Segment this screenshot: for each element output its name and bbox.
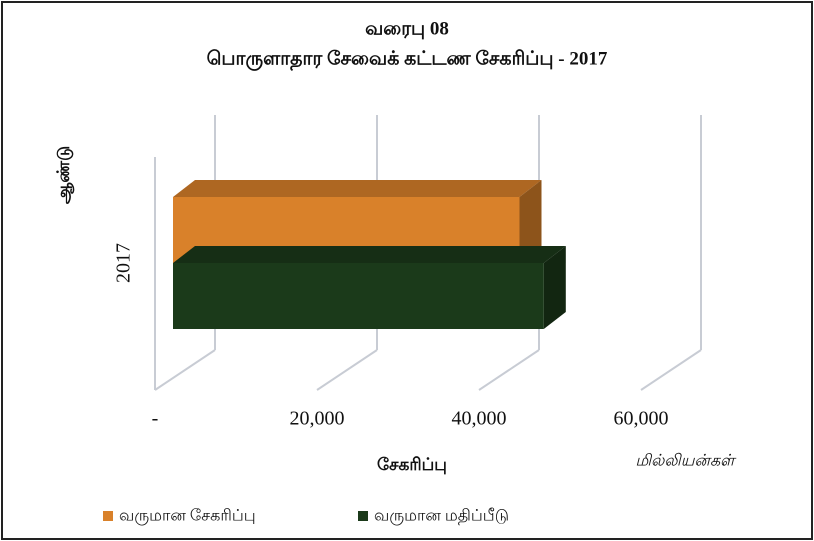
legend-label: வருமான மதிப்பீடு	[374, 508, 509, 526]
legend-swatch	[103, 511, 113, 521]
bar-top	[173, 246, 566, 263]
grid-line	[154, 349, 216, 391]
y-axis-label: ஆண்டு	[54, 146, 74, 204]
grid-line	[316, 349, 378, 391]
chart-title: வரைபு 08	[365, 18, 449, 39]
bar	[173, 263, 544, 329]
x-tick-label: 40,000	[452, 408, 507, 430]
x-axis-label: சேகரிப்பு	[377, 455, 447, 474]
legend-label: வருமான சேகரிப்பு	[119, 508, 256, 526]
grid-line	[640, 349, 702, 391]
x-tick-label: 20,000	[290, 408, 345, 430]
bar-top	[173, 180, 542, 197]
bar-side	[543, 246, 566, 329]
y-tick-label: 2017	[113, 243, 135, 283]
x-tick-label: 60,000	[614, 408, 669, 430]
x-tick-label: -	[152, 408, 159, 430]
bar-side	[519, 180, 542, 263]
chart-subtitle: பொருளாதார சேவைக் கட்டண சேகரிப்பு - 2017	[207, 48, 608, 71]
unit-label: மில்லியன்கள்	[635, 453, 737, 470]
legend-swatch	[358, 511, 368, 521]
grid-line	[478, 349, 540, 391]
